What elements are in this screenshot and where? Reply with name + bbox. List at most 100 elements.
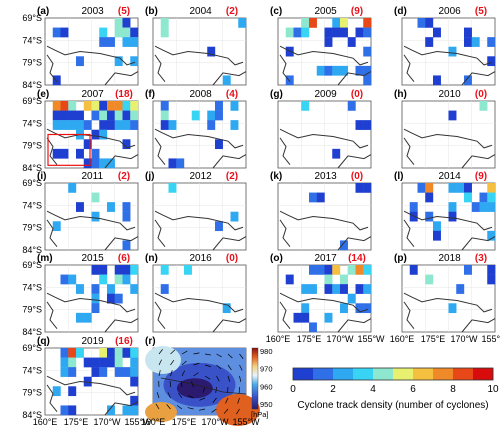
panel-label: (c) [270, 6, 282, 17]
density-cell [99, 37, 108, 47]
density-cell [355, 303, 364, 314]
density-cell [324, 284, 333, 294]
panel-year: 2004 [190, 6, 213, 17]
density-cell [176, 158, 185, 169]
density-cell [99, 265, 108, 275]
density-cell [332, 284, 341, 294]
density-cell [122, 110, 131, 121]
density-cell [324, 27, 333, 38]
density-cell [114, 120, 123, 130]
density-cell [347, 265, 356, 275]
coastline [46, 45, 139, 86]
panel-label: (e) [37, 89, 49, 100]
density-cell [363, 65, 372, 76]
density-cell [130, 284, 139, 294]
density-cell [130, 367, 139, 377]
wind-vector [227, 375, 231, 382]
latitude-tick: 84°S [22, 80, 42, 90]
density-cell [122, 240, 131, 251]
density-cell [464, 37, 472, 47]
density-cell [76, 148, 84, 159]
wind-vector [239, 364, 243, 371]
density-cell [160, 110, 169, 121]
latitude-tick: 74°S [22, 365, 42, 375]
wind-vector [227, 353, 233, 359]
density-cell [60, 357, 69, 368]
density-cell [464, 265, 472, 275]
latitude-tick: 79°S [22, 58, 42, 68]
density-cell [433, 75, 441, 86]
colorbar-segment [453, 368, 474, 380]
density-cell [60, 367, 69, 377]
density-cell [363, 183, 372, 193]
panel-2015: (m) 2015 (6) 69°S 74°S 79°S 84°S [22, 253, 139, 337]
latitude-tick: 69°S [22, 343, 42, 353]
density-cell [83, 357, 92, 368]
density-cell [347, 101, 356, 111]
panel-2011: (i) 2011 (2) 69°S 74°S 79°S 84°S [22, 171, 139, 255]
density-cell [355, 120, 364, 130]
panel-year: 2010 [439, 89, 462, 100]
density-cell [130, 120, 139, 130]
density-cell [487, 230, 496, 241]
density-cell [160, 284, 169, 294]
longitude-tick: 175°E [297, 334, 322, 344]
panel-cyclone-count: (2) [226, 171, 238, 182]
density-cell [91, 293, 100, 304]
wind-vector [193, 362, 200, 366]
panel-year: 2013 [315, 171, 338, 182]
density-cell [355, 284, 364, 294]
latitude-tick: 74°S [22, 282, 42, 292]
panel-year: 2005 [315, 6, 338, 17]
panel-label: (h) [394, 89, 407, 100]
density-cell [76, 120, 84, 130]
coastline [46, 375, 139, 416]
density-cell [114, 293, 123, 304]
wind-vector [170, 370, 173, 377]
panel-year: 2017 [315, 253, 338, 264]
colorbar-tick: 0 [290, 384, 296, 395]
density-cell [340, 27, 348, 38]
density-cell [301, 303, 310, 314]
latitude-tick: 74°S [22, 35, 42, 45]
longitude-tick: 160°E [266, 334, 291, 344]
density-cell [355, 183, 364, 193]
density-cell [285, 75, 294, 86]
density-cell [52, 221, 61, 232]
density-cell [91, 265, 100, 275]
panel-2003: (a) 2003 (5) 69°S 74°S 79°S 84°S [22, 6, 139, 90]
longitude-tick: 175°E [172, 417, 197, 427]
density-cell [215, 110, 223, 121]
density-cell [91, 110, 100, 121]
density-cell [301, 27, 310, 38]
density-cell [293, 27, 302, 38]
density-cell [99, 27, 108, 38]
colorbar-tick: 8 [450, 384, 456, 395]
panel-year: 2015 [82, 253, 105, 264]
wind-vector [181, 350, 188, 355]
density-cell [114, 56, 123, 67]
panel-year: 2003 [82, 6, 105, 17]
density-cell [479, 101, 488, 111]
longitude-tick: 170°W [450, 334, 478, 344]
density-cell [91, 357, 100, 368]
longitude-tick: 155°W [124, 417, 152, 427]
density-cell [76, 56, 84, 67]
density-cell [340, 65, 348, 76]
wind-vector [156, 392, 160, 399]
latitude-tick: 74°S [22, 200, 42, 210]
panel-2014: (l) 2014 (9) [394, 171, 496, 251]
wind-vector [170, 349, 176, 355]
density-cell [107, 120, 115, 130]
longitude-tick: 175°E [64, 417, 89, 427]
density-cell [363, 265, 372, 275]
density-cell [230, 211, 239, 222]
density-cell [215, 139, 223, 150]
density-cell [340, 240, 348, 251]
panel-cyclone-count: (5) [475, 6, 487, 17]
density-cell [68, 183, 77, 193]
density-cell [425, 183, 434, 193]
density-cell [230, 101, 239, 111]
wind-vector [158, 359, 162, 366]
density-cell [448, 303, 457, 314]
